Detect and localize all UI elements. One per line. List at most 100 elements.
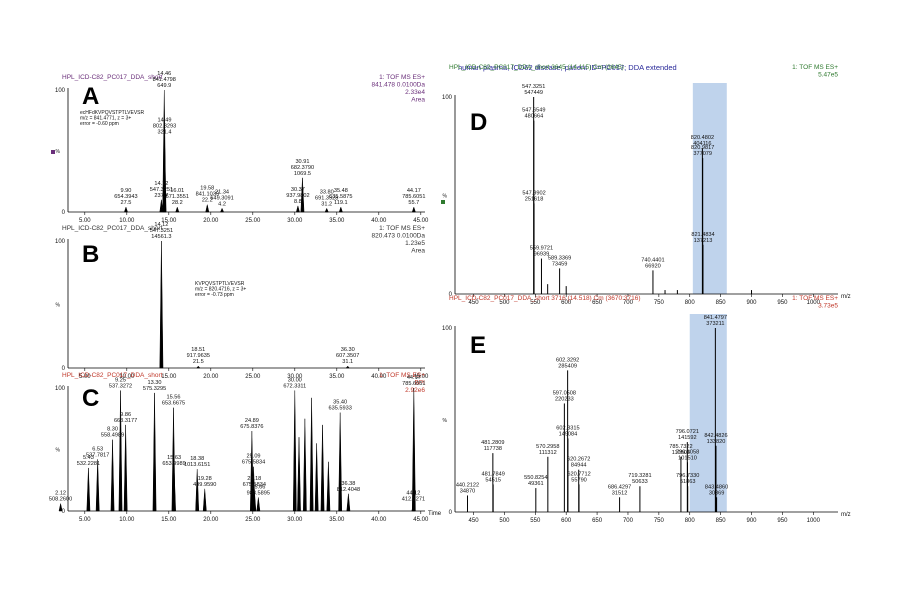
peak-label: 404116 xyxy=(693,141,711,147)
peak-label: 843.4860 xyxy=(705,484,728,490)
inset-label: KVPQVSTPTLVEVSR xyxy=(195,281,245,287)
x-tick-label: 20.00 xyxy=(203,517,219,523)
peak xyxy=(303,418,307,512)
peak-label: 719.3281 xyxy=(628,473,651,479)
x-tick-label: 600 xyxy=(561,518,572,524)
panel-header: HPL_ICD-C82_PC017_DDA_short xyxy=(62,225,163,232)
panel-header-right: 3.73e5 xyxy=(818,303,838,310)
peak-label: 15.63 xyxy=(167,455,181,461)
peak-label: 653.9989 xyxy=(162,461,185,467)
peak xyxy=(202,488,207,512)
peak xyxy=(320,424,325,512)
peak xyxy=(297,437,301,512)
peak-label: 66920 xyxy=(645,263,661,269)
peak xyxy=(256,497,261,512)
peak-label: 44.12 xyxy=(406,491,420,497)
x-axis-label: m/z xyxy=(841,294,851,300)
peak-label: 785.7322 xyxy=(669,444,692,450)
y-tick-label: 0 xyxy=(449,510,453,516)
peak-label: 983.5895 xyxy=(247,490,270,496)
peak xyxy=(58,503,63,512)
peak-label: 635.5875 xyxy=(329,194,352,200)
x-tick-label: 35.00 xyxy=(329,374,345,380)
peak xyxy=(152,392,157,512)
x-tick-label: 850 xyxy=(716,300,727,306)
peak-label: 25.66 xyxy=(251,484,265,490)
peak-label: 547449 xyxy=(524,90,543,96)
panel-header-right: Area xyxy=(411,248,425,255)
peak-label: 686.4297 xyxy=(608,484,631,490)
peak-label: 1069.5 xyxy=(294,171,311,177)
peak-label: 841.1039 xyxy=(196,192,219,198)
peak-label: 34870 xyxy=(460,488,476,494)
panel-E: HPL_ICD-C82_PC017_DDA_short 3716 (14.518… xyxy=(442,295,851,524)
peak-label: 575.3295 xyxy=(143,386,166,392)
peak xyxy=(338,412,343,512)
peak-label: 55790 xyxy=(571,477,587,483)
x-tick-label: 45.00 xyxy=(413,517,429,523)
peak-label: 35.40 xyxy=(333,400,347,406)
inset-label: m/z = 841.4771, z = 3+ xyxy=(80,116,131,122)
peak xyxy=(324,207,329,213)
peak-label: 649.9 xyxy=(157,83,171,89)
peak-label: 51863 xyxy=(680,479,696,485)
peak-label: 30.37 xyxy=(291,187,305,193)
peak-label: 8.8 xyxy=(294,199,302,205)
x-tick-label: 900 xyxy=(747,518,758,524)
y-tick-label: 0 xyxy=(62,509,66,515)
peak-label: 675.8376 xyxy=(240,424,263,430)
peak-label: 36.38 xyxy=(341,481,355,487)
peak-label: 2.12 xyxy=(55,491,66,497)
x-tick-label: 600 xyxy=(561,300,572,306)
panel-A: HPL_ICD-C82_PC017_DDA_short 1: TOF MS ES+… xyxy=(55,71,429,224)
peak xyxy=(86,467,91,512)
peak-label: 18.51 xyxy=(191,347,205,353)
panel-header-right: 1: TOF MS ES+ xyxy=(379,74,425,81)
peak-label: 812.4048 xyxy=(337,487,360,493)
peak-label: 54515 xyxy=(485,477,501,483)
peak-label: 842.4826 xyxy=(704,433,727,439)
peak-label: 31.1 xyxy=(342,359,353,365)
x-tick-label: 800 xyxy=(685,518,696,524)
x-tick-label: 550 xyxy=(530,300,541,306)
peak-label: 550.8254 xyxy=(524,475,547,481)
peak-label: 547.3251 xyxy=(150,228,173,234)
peak-label: 73459 xyxy=(552,261,568,267)
peak xyxy=(172,467,176,512)
peak xyxy=(175,206,180,213)
peak-label: 481.2809 xyxy=(481,440,504,446)
x-tick-label: 25.00 xyxy=(245,517,261,523)
panel-label: D xyxy=(470,109,487,136)
peak-label: 480664 xyxy=(525,114,544,120)
peak-label: 440.2122 xyxy=(456,482,479,488)
y-axis-label: % xyxy=(56,149,61,155)
x-tick-label: 40.00 xyxy=(371,218,387,224)
marker-square xyxy=(441,200,445,204)
panel-D: HPL_ICD-C82_PC017_DDA_short 3645 (14.115… xyxy=(442,64,851,306)
panel-header-right: 1: TOF MS ES+ xyxy=(379,225,425,232)
x-tick-label: 15.00 xyxy=(161,218,177,224)
peak-label: 675.5834 xyxy=(243,482,266,488)
peak xyxy=(95,459,100,512)
panel-header-right: 1: TOF MS ES+ xyxy=(792,295,838,302)
x-tick-label: 25.00 xyxy=(245,374,261,380)
y-tick-label: 100 xyxy=(55,239,66,245)
peak-label: 558.4989 xyxy=(101,433,124,439)
peak-label: 620.2672 xyxy=(567,457,590,463)
x-tick-label: 650 xyxy=(592,518,603,524)
x-tick-label: 5.00 xyxy=(79,218,91,224)
peak xyxy=(123,424,128,512)
y-axis-label: % xyxy=(443,194,448,200)
peak-label: 589.3369 xyxy=(548,255,571,261)
x-tick-label: 10.00 xyxy=(119,218,135,224)
peak-label: 27.5 xyxy=(121,200,132,206)
x-tick-label: 1000 xyxy=(807,518,821,524)
peak-label: 21.34 xyxy=(215,189,229,195)
x-tick-label: 40.00 xyxy=(371,517,387,523)
peak-label: 50633 xyxy=(632,479,648,485)
y-tick-label: 100 xyxy=(442,326,453,332)
x-tick-label: 45.00 xyxy=(413,374,429,380)
peak-label: 19.28 xyxy=(198,476,212,482)
peak-label: 36.30 xyxy=(341,347,355,353)
